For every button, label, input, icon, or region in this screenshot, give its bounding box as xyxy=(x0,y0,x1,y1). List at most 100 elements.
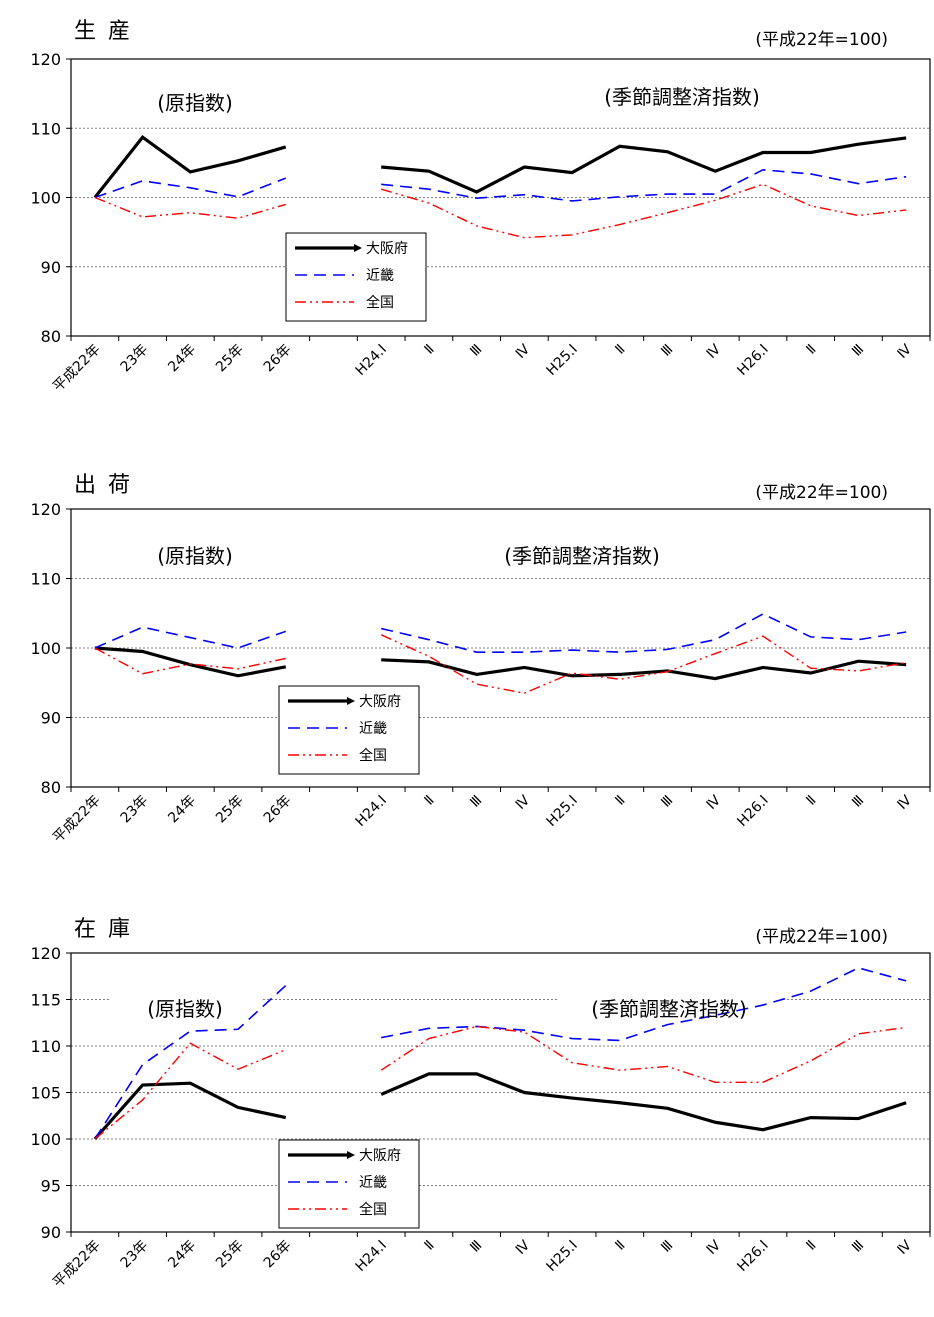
base-note: (平成22年=100) xyxy=(755,927,888,947)
x-tick-label: H24.Ⅰ xyxy=(353,1238,390,1275)
legend-label-zenkoku: 全国 xyxy=(359,747,387,764)
legend-label-kinki: 近畿 xyxy=(359,721,387,737)
series-line-osaka-raw xyxy=(94,646,287,678)
series-line-kinki-sa xyxy=(381,168,907,202)
base-note: (平成22年=100) xyxy=(755,30,888,50)
caption-seasonally-adjusted: (季節調整済指数) xyxy=(591,997,747,1021)
y-tick-label: 95 xyxy=(41,1177,61,1196)
series-line-osaka-raw xyxy=(93,135,287,199)
series-line-zenkoku-raw xyxy=(94,196,286,219)
legend-label-zenkoku: 全国 xyxy=(359,1201,387,1218)
series-line-zenkoku-sa xyxy=(380,634,907,694)
x-tick-label: 24年 xyxy=(165,1238,199,1272)
legend-label-kinki: 近畿 xyxy=(366,268,394,284)
y-tick-label: 120 xyxy=(30,50,61,69)
x-tick-label: Ⅱ xyxy=(803,1238,819,1254)
x-tick-label: 24年 xyxy=(165,793,199,827)
series-line-osaka-sa xyxy=(381,658,907,681)
x-tick-label: Ⅳ xyxy=(895,1237,916,1258)
chart-title: 出荷 xyxy=(74,473,142,498)
caption-raw-index: (原指数) xyxy=(157,544,233,568)
x-tick-label: 26年 xyxy=(261,1238,295,1272)
caption-background xyxy=(470,536,698,568)
y-tick-label: 100 xyxy=(30,639,61,658)
series-line-kinki-raw xyxy=(94,984,287,1140)
x-tick-label: 24年 xyxy=(165,342,199,376)
y-tick-label: 80 xyxy=(41,778,61,797)
x-tick-label: Ⅱ xyxy=(612,1238,628,1254)
chart-title: 生産 xyxy=(74,19,142,44)
x-tick-label: 23年 xyxy=(118,793,152,827)
x-tick-label: 23年 xyxy=(118,342,152,376)
chart-3: 90 95 100 105 110 115 120 平成22年 23年 24年 25年 26年 H24.… xyxy=(30,917,931,1292)
x-tick-label: Ⅱ xyxy=(422,342,438,358)
series-line-kinki-raw xyxy=(94,177,287,199)
chart-2: 80 90 100 110 120 平成22年 23年 24年 25年 26年 H24.Ⅰ Ⅱ Ⅲ Ⅳ H2… xyxy=(30,473,931,847)
x-tick-label: H25.Ⅰ xyxy=(543,1238,580,1275)
series-line-zenkoku-sa xyxy=(380,1025,907,1083)
caption-background xyxy=(557,990,785,1022)
series-line-osaka-raw xyxy=(93,1081,287,1141)
x-tick-label: Ⅲ xyxy=(467,793,485,811)
x-tick-label: Ⅲ xyxy=(658,342,676,360)
y-tick-label: 100 xyxy=(30,189,61,208)
x-tick-label: 23年 xyxy=(118,1238,152,1272)
x-tick-label: Ⅳ xyxy=(704,792,725,813)
x-tick-label: Ⅳ xyxy=(704,1237,725,1258)
caption-background xyxy=(120,82,272,114)
series-line-kinki-raw xyxy=(94,626,287,649)
x-tick-label: Ⅳ xyxy=(513,792,534,813)
x-tick-label: Ⅱ xyxy=(612,342,628,358)
x-tick-label: Ⅲ xyxy=(467,342,485,360)
x-tick-label: 25年 xyxy=(213,793,247,827)
series-line-zenkoku-raw xyxy=(94,647,286,675)
legend-label-osaka: 大阪府 xyxy=(366,241,408,257)
x-tick-label: Ⅳ xyxy=(513,341,534,362)
legend-label-kinki: 近畿 xyxy=(359,1175,387,1191)
x-tick-label: H26.Ⅰ xyxy=(734,1238,771,1275)
y-tick-label: 115 xyxy=(30,991,61,1010)
legend-label-osaka: 大阪府 xyxy=(359,694,401,710)
caption-raw-index: (原指数) xyxy=(157,91,233,115)
chart-title: 在庫 xyxy=(74,917,142,942)
legend-arrow xyxy=(354,244,362,252)
x-tick-label: Ⅳ xyxy=(513,1237,534,1258)
x-tick-label: Ⅱ xyxy=(422,1238,438,1254)
x-tick-label: 平成22年 xyxy=(50,342,104,396)
x-tick-label: Ⅱ xyxy=(612,793,628,809)
x-tick-label: 平成22年 xyxy=(50,793,104,847)
caption-seasonally-adjusted: (季節調整済指数) xyxy=(504,544,660,568)
legend-label-zenkoku: 全国 xyxy=(366,294,394,311)
x-tick-label: 25年 xyxy=(213,342,247,376)
legend-arrow xyxy=(347,697,355,705)
caption-seasonally-adjusted: (季節調整済指数) xyxy=(604,85,760,109)
caption-background xyxy=(120,536,272,568)
x-tick-label: H26.Ⅰ xyxy=(734,342,771,379)
series-line-osaka-sa xyxy=(381,136,907,194)
x-tick-label: Ⅲ xyxy=(658,1238,676,1256)
y-tick-label: 110 xyxy=(30,1037,61,1056)
caption-raw-index: (原指数) xyxy=(147,997,223,1021)
x-tick-label: H24.Ⅰ xyxy=(353,793,390,830)
x-tick-label: Ⅳ xyxy=(704,341,725,362)
y-tick-label: 90 xyxy=(41,258,61,277)
x-tick-label: H25.Ⅰ xyxy=(543,793,580,830)
x-tick-label: 25年 xyxy=(213,1238,247,1272)
x-tick-label: Ⅲ xyxy=(467,1238,485,1256)
y-tick-label: 90 xyxy=(41,1223,61,1242)
series-line-osaka-sa xyxy=(380,1072,907,1132)
x-tick-label: Ⅲ xyxy=(849,793,867,811)
y-tick-label: 100 xyxy=(30,1130,61,1149)
x-tick-label: Ⅲ xyxy=(849,342,867,360)
series-line-zenkoku-raw xyxy=(94,1042,287,1140)
series-line-kinki-sa xyxy=(381,967,907,1042)
x-tick-label: H26.Ⅰ xyxy=(734,793,771,830)
x-tick-label: 平成22年 xyxy=(50,1238,104,1292)
legend-label-osaka: 大阪府 xyxy=(359,1148,401,1164)
x-tick-label: Ⅲ xyxy=(849,1238,867,1256)
